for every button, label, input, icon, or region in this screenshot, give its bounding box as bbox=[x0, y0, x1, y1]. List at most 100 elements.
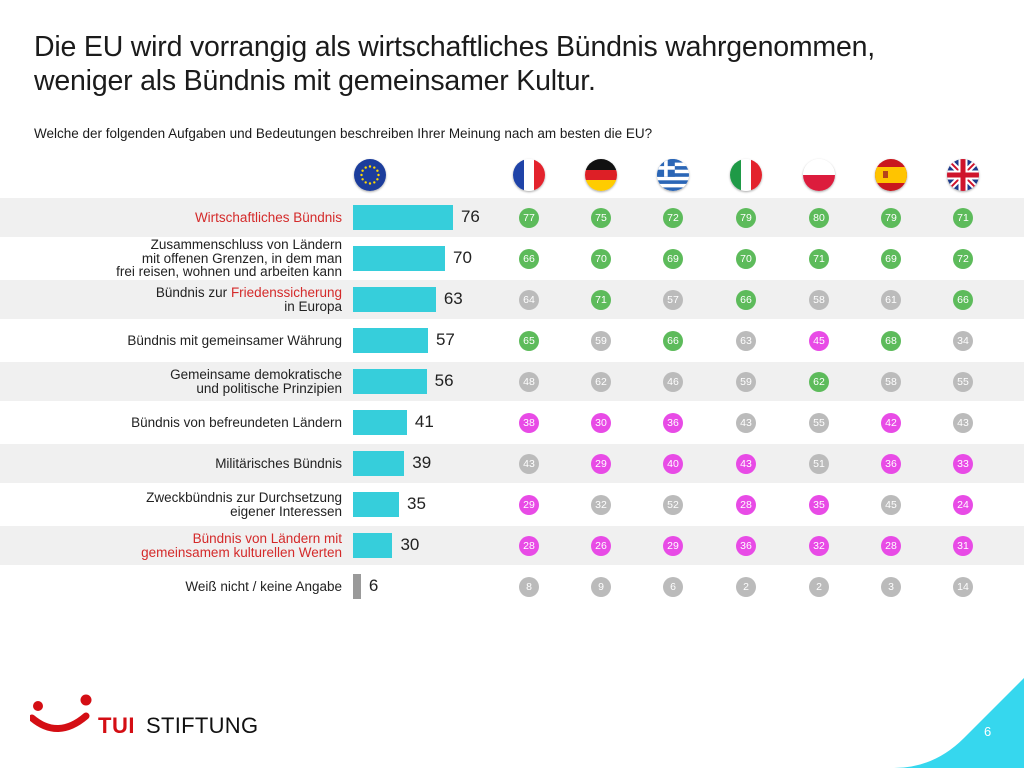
country-value-dot: 69 bbox=[663, 249, 683, 269]
country-value-dot: 57 bbox=[663, 290, 683, 310]
eu-bar bbox=[353, 451, 405, 476]
category-label-line: Bündnis mit gemeinsamer Währung bbox=[42, 334, 342, 348]
eu-bar bbox=[353, 533, 393, 558]
eu-bar bbox=[353, 410, 407, 435]
country-value-dot: 59 bbox=[736, 372, 756, 392]
uk-flag-icon bbox=[947, 159, 979, 191]
eu-bar bbox=[353, 574, 361, 599]
country-value-dot: 59 bbox=[591, 331, 611, 351]
country-value-dot: 71 bbox=[953, 208, 973, 228]
eu-flag-icon bbox=[354, 159, 386, 191]
country-value-dot: 79 bbox=[736, 208, 756, 228]
country-value-dot: 14 bbox=[953, 577, 973, 597]
category-label: Zweckbündnis zur Durchsetzung eigener Int… bbox=[42, 491, 342, 518]
country-value-dot: 29 bbox=[519, 495, 539, 515]
country-value-dot: 9 bbox=[591, 577, 611, 597]
eu-bar bbox=[353, 287, 436, 312]
row-background bbox=[0, 526, 1024, 565]
country-value-dot: 72 bbox=[663, 208, 683, 228]
country-value-dot: 77 bbox=[519, 208, 539, 228]
country-value-dot: 64 bbox=[519, 290, 539, 310]
eu-bar-value: 39 bbox=[412, 453, 432, 472]
country-value-dot: 48 bbox=[519, 372, 539, 392]
eu-bar bbox=[353, 246, 446, 271]
category-label-text: Zusammenschluss von Ländern bbox=[150, 237, 342, 253]
category-label-text: eigener Interessen bbox=[230, 503, 342, 519]
category-label: Bündnis von befreundeten Ländern bbox=[42, 416, 342, 430]
country-value-dot: 36 bbox=[736, 536, 756, 556]
italy-flag-icon bbox=[730, 159, 762, 191]
country-value-dot: 69 bbox=[881, 249, 901, 269]
country-value-dot: 71 bbox=[809, 249, 829, 269]
country-value-dot: 43 bbox=[736, 413, 756, 433]
eu-bar bbox=[353, 205, 453, 230]
eu-bar-value: 57 bbox=[435, 330, 455, 349]
france-flag-icon bbox=[513, 159, 545, 191]
category-label-text: Bündnis von befreundeten Ländern bbox=[131, 414, 342, 430]
category-label-text: und politische Prinzipien bbox=[196, 380, 342, 396]
category-label-line: Zweckbündnis zur Durchsetzung bbox=[42, 491, 342, 505]
eu-bar-value: 41 bbox=[414, 412, 434, 431]
country-value-dot: 70 bbox=[591, 249, 611, 269]
country-value-dot: 2 bbox=[736, 577, 756, 597]
country-value-dot: 8 bbox=[519, 577, 539, 597]
category-label-text: Friedenssicherung bbox=[230, 285, 342, 300]
country-value-dot: 46 bbox=[663, 372, 683, 392]
country-value-dot: 72 bbox=[953, 249, 973, 269]
country-value-dot: 34 bbox=[953, 331, 973, 351]
category-label-line: und politische Prinzipien bbox=[42, 380, 342, 396]
category-label: Militärisches Bündnis bbox=[42, 457, 342, 471]
tui-smile-icon bbox=[30, 694, 92, 732]
category-label-line: in Europa bbox=[42, 298, 342, 314]
country-value-dot: 30 bbox=[591, 413, 611, 433]
category-label-line: Wirtschaftliches Bündnis bbox=[42, 211, 342, 225]
country-value-dot: 68 bbox=[881, 331, 901, 351]
spain-flag-icon bbox=[875, 159, 907, 191]
country-value-dot: 29 bbox=[591, 454, 611, 474]
category-label-line: eigener Interessen bbox=[42, 503, 342, 519]
country-value-dot: 52 bbox=[663, 495, 683, 515]
country-value-dot: 33 bbox=[953, 454, 973, 474]
page-number: 6 bbox=[984, 724, 992, 739]
category-label: Weiß nicht / keine Angabe bbox=[42, 580, 342, 594]
country-value-dot: 63 bbox=[736, 331, 756, 351]
country-value-dot: 36 bbox=[663, 413, 683, 433]
category-label-text: Bündnis von Ländern mit bbox=[192, 531, 342, 546]
category-label: Bündnis zur Friedenssicherung in Europa bbox=[42, 286, 342, 313]
country-value-dot: 28 bbox=[881, 536, 901, 556]
country-value-dot: 29 bbox=[663, 536, 683, 556]
eu-bar bbox=[353, 328, 428, 353]
country-value-dot: 2 bbox=[809, 577, 829, 597]
country-value-dot: 71 bbox=[591, 290, 611, 310]
country-value-dot: 3 bbox=[881, 577, 901, 597]
country-value-dot: 43 bbox=[953, 413, 973, 433]
category-label-line: Bündnis zur Friedenssicherung bbox=[42, 286, 342, 300]
title-line-1: Die EU wird vorrangig als wirtschaftlich… bbox=[34, 31, 875, 63]
page-title: Die EU wird vorrangig als wirtschaftlich… bbox=[34, 30, 994, 98]
category-label: Zusammenschluss von Ländern mit offenen G… bbox=[42, 238, 342, 279]
eu-bar-value: 76 bbox=[460, 207, 480, 226]
country-value-dot: 70 bbox=[736, 249, 756, 269]
category-label-line: Militärisches Bündnis bbox=[42, 457, 342, 471]
country-value-dot: 66 bbox=[953, 290, 973, 310]
country-value-dot: 66 bbox=[736, 290, 756, 310]
greece-flag-icon bbox=[657, 159, 689, 191]
eu-bar-value: 70 bbox=[453, 248, 472, 267]
country-value-dot: 32 bbox=[591, 495, 611, 515]
tui-stiftung-logo: TUI STIFTUNG bbox=[30, 692, 270, 748]
country-value-dot: 62 bbox=[809, 372, 829, 392]
country-value-dot: 24 bbox=[953, 495, 973, 515]
corner-accent-shape bbox=[894, 678, 1024, 768]
eu-bar-value: 35 bbox=[407, 494, 426, 513]
category-label-line: Gemeinsame demokratische bbox=[42, 368, 342, 382]
country-value-dot: 32 bbox=[809, 536, 829, 556]
country-value-dot: 58 bbox=[881, 372, 901, 392]
country-value-dot: 75 bbox=[591, 208, 611, 228]
country-value-dot: 40 bbox=[663, 454, 683, 474]
eu-bar-value: 63 bbox=[443, 289, 463, 308]
category-label-line: mit offenen Grenzen, in dem man bbox=[42, 252, 342, 266]
category-label-text: in Europa bbox=[284, 298, 342, 314]
eu-bar bbox=[353, 492, 400, 517]
country-value-dot: 28 bbox=[736, 495, 756, 515]
survey-question: Welche der folgenden Aufgaben und Bedeut… bbox=[34, 126, 653, 141]
